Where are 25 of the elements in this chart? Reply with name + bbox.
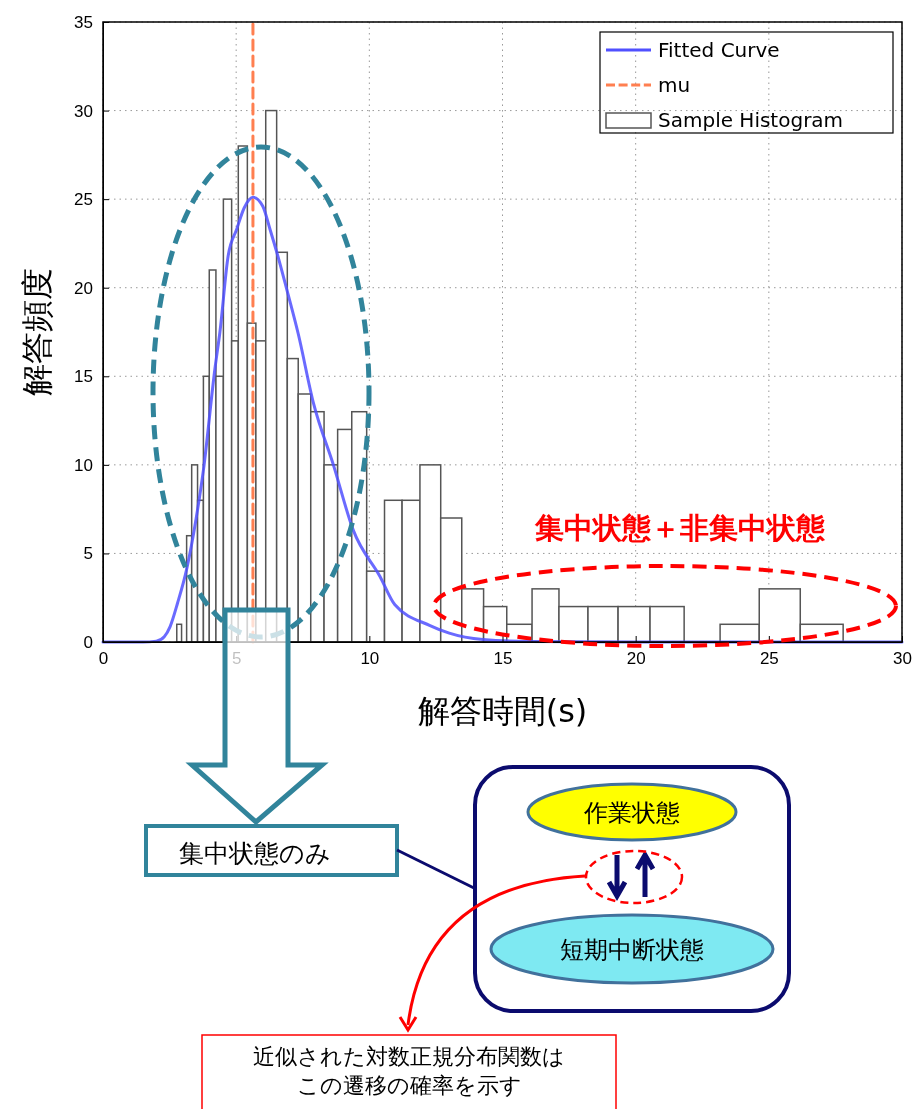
annotation: 集中状態＋非集中状態 <box>534 511 826 545</box>
legend-label: Sample Histogram <box>658 108 844 132</box>
y-tick-label: 5 <box>83 544 93 564</box>
y-tick-label: 30 <box>74 101 93 121</box>
x-tick-label: 20 <box>626 649 646 669</box>
x-tick-label: 5 <box>231 649 242 669</box>
text: 近似された対数正規分布関数はこの遷移の確率を示す <box>253 1044 565 1098</box>
x-axis-title: 解答時間(s) <box>417 692 588 730</box>
text: 作業状態 <box>583 799 680 827</box>
y-tick-label: 20 <box>74 278 93 298</box>
x-tick-label: 0 <box>98 649 109 669</box>
y-tick-label: 15 <box>74 367 93 387</box>
y-tick-label: 25 <box>74 190 93 210</box>
x-tick-label: 30 <box>893 649 912 669</box>
y-tick-label: 35 <box>74 12 93 32</box>
x-tick-label: 25 <box>759 649 779 669</box>
x-tick-label: 15 <box>493 649 513 669</box>
text: 集中状態のみ <box>179 839 331 868</box>
legend-label: mu <box>658 73 691 97</box>
text: 短期中断状態 <box>560 936 704 964</box>
y-tick-label: 10 <box>74 455 93 475</box>
y-axis-title: 解答頻度 <box>18 268 56 396</box>
legend-label: Fitted Curve <box>658 38 780 62</box>
x-tick-label: 10 <box>360 649 380 669</box>
y-tick-label: 0 <box>83 632 93 652</box>
